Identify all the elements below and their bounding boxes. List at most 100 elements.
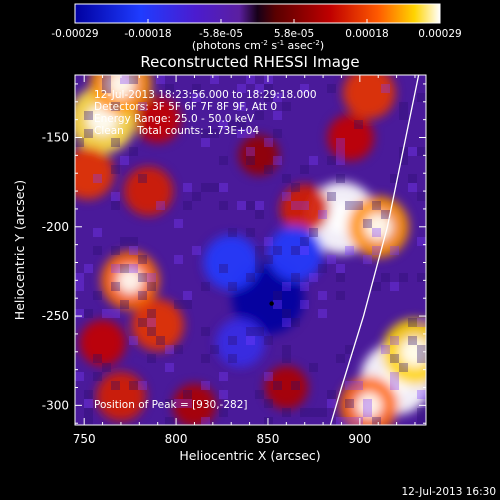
heatmap-pixel <box>93 354 102 363</box>
heatmap-pixel <box>75 138 84 147</box>
heatmap-pixel <box>201 138 210 147</box>
heatmap-pixel <box>336 138 345 147</box>
heatmap-pixel <box>408 174 417 183</box>
heatmap-pixel <box>111 165 120 174</box>
heatmap-pixel <box>228 354 237 363</box>
heatmap-pixel <box>246 201 255 210</box>
heatmap-pixel <box>147 318 156 327</box>
heatmap-pixel <box>129 381 138 390</box>
heatmap-pixel <box>246 336 255 345</box>
heatmap-pixel <box>327 390 336 399</box>
heatmap-pixel <box>381 210 390 219</box>
heatmap-pixel <box>228 282 237 291</box>
heatmap-pixel <box>390 336 399 345</box>
heatmap-pixel <box>363 255 372 264</box>
colorbar-tick-label: -0.00029 <box>51 28 98 40</box>
colorbar-tick-label: 5.8e-05 <box>274 28 314 40</box>
heatmap-pixel <box>291 318 300 327</box>
heatmap-pixel <box>354 201 363 210</box>
heatmap-pixel <box>309 273 318 282</box>
heatmap-pixel <box>264 336 273 345</box>
heatmap-pixel <box>246 75 255 84</box>
x-tick-label: 800 <box>165 432 188 446</box>
y-tick-labels: -150 -200 -250 -300 <box>42 131 69 413</box>
heatmap-pixel <box>327 192 336 201</box>
heatmap-pixel <box>282 174 291 183</box>
heatmap-blob <box>342 75 396 119</box>
heatmap-pixel <box>399 156 408 165</box>
solar-limb-arc <box>329 75 420 425</box>
heatmap-pixel <box>147 309 156 318</box>
heatmap-pixel <box>111 102 120 111</box>
heatmap-pixel <box>408 183 417 192</box>
heatmap-pixel <box>183 201 192 210</box>
heatmap-blob <box>172 383 217 425</box>
heatmap-pixel <box>282 408 291 417</box>
heatmap-pixel <box>255 210 264 219</box>
heatmap-pixel <box>282 282 291 291</box>
heatmap-pixel <box>264 93 273 102</box>
heatmap-pixel <box>93 246 102 255</box>
heatmap-pixel <box>174 399 183 408</box>
y-tick-label: -200 <box>42 220 69 234</box>
annotation-energy-range: Energy Range: 25.0 - 50.0 keV <box>94 113 255 125</box>
heatmap-pixel <box>318 264 327 273</box>
heatmap-pixel <box>165 363 174 372</box>
heatmap-core <box>400 336 426 367</box>
heatmap-pixel <box>264 372 273 381</box>
heatmap-pixel <box>264 75 273 84</box>
heatmap-pixel <box>273 111 282 120</box>
heatmap-pixel <box>354 417 363 425</box>
heatmap-pixel <box>291 381 300 390</box>
heatmap-pixel <box>390 354 399 363</box>
heatmap-pixel <box>183 390 192 399</box>
heatmap-pixel <box>390 174 399 183</box>
heatmap-pixel <box>228 228 237 237</box>
heatmap-blob <box>123 166 174 216</box>
heatmap-pixel <box>372 246 381 255</box>
colorbar-tick-label: -5.8e-05 <box>199 28 243 40</box>
heatmap-pixel <box>165 345 174 354</box>
heatmap-pixel <box>255 84 264 93</box>
heatmap-pixel <box>282 354 291 363</box>
heatmap-pixel <box>417 408 426 417</box>
heatmap-pixel <box>102 309 111 318</box>
heatmap-pixel <box>147 327 156 336</box>
heatmap-pixel <box>390 246 399 255</box>
heatmap-pixel <box>219 408 228 417</box>
heatmap-pixel <box>219 201 228 210</box>
heatmap-pixel <box>138 174 147 183</box>
heatmap-pixel <box>417 417 426 425</box>
heatmap-pixel <box>111 264 120 273</box>
heatmap-pixel <box>336 174 345 183</box>
heatmap-pixel <box>390 372 399 381</box>
heatmap-pixel <box>246 147 255 156</box>
heatmap-pixel <box>372 228 381 237</box>
colorbar-unit: (photons cm-2 s-1 asec-2) <box>192 39 324 52</box>
heatmap-pixel <box>192 93 201 102</box>
heatmap-pixel <box>84 129 93 138</box>
heatmap-pixel <box>246 228 255 237</box>
heatmap-blob <box>215 318 266 368</box>
heatmap-pixel <box>345 399 354 408</box>
heatmap-pixel <box>75 372 84 381</box>
heatmap-pixel <box>111 138 120 147</box>
heatmap-pixel <box>210 345 219 354</box>
heatmap-pixel <box>336 417 345 425</box>
heatmap-core <box>107 75 135 98</box>
heatmap-pixel <box>255 201 264 210</box>
heatmap-pixel <box>417 345 426 354</box>
heatmap-core <box>355 392 383 419</box>
heatmap-pixel <box>372 417 381 425</box>
heatmap-pixel <box>255 390 264 399</box>
heatmap-pixel <box>75 273 84 282</box>
heatmap-pixel <box>237 102 246 111</box>
heatmap-pixel <box>282 345 291 354</box>
heatmap-pixel <box>219 156 228 165</box>
heatmap-pixel <box>165 399 174 408</box>
heatmap-pixel <box>246 327 255 336</box>
heatmap-pixel <box>273 300 282 309</box>
heatmap-pixel <box>147 354 156 363</box>
heatmap-pixel <box>210 183 219 192</box>
heatmap-pixel <box>390 381 399 390</box>
